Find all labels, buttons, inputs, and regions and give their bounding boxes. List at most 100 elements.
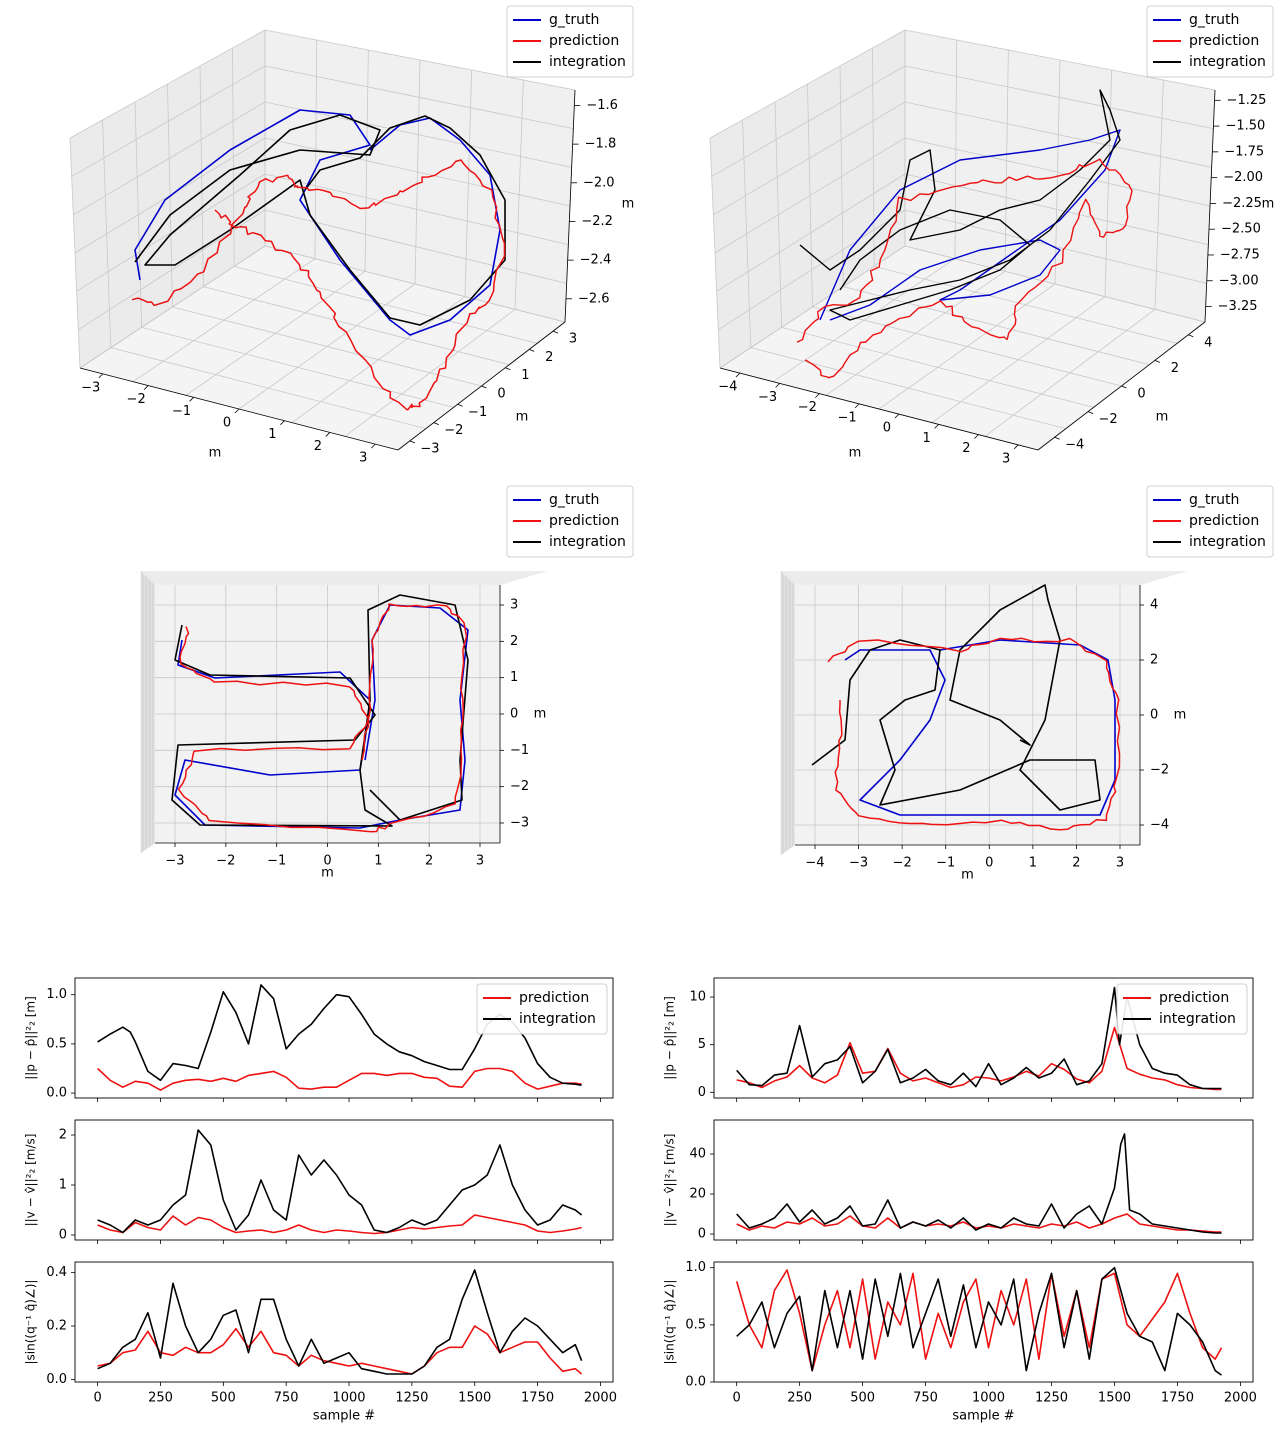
ax3d-left-legend-label-prediction: prediction <box>549 33 619 49</box>
ax3d-right-xtick <box>735 372 741 378</box>
ax3d-left-ytick-label: 0 <box>497 387 505 402</box>
pos-left-ytick-label: 0.0 <box>46 1086 67 1101</box>
ax3d-right-xtick-label: −1 <box>838 410 857 425</box>
vel-left-series-integration <box>97 1129 583 1234</box>
ax3d-left-xtick <box>234 408 240 414</box>
axtop-right-pane-top <box>781 571 1188 585</box>
rot-left-xtick-label: 1000 <box>332 1391 365 1406</box>
rot-right-xtick-label: 1250 <box>1035 1391 1068 1406</box>
ax3d-left-xtick <box>325 432 331 437</box>
ax3d-right-zlabel: m <box>1262 197 1275 212</box>
ax3d-right-xtick <box>894 413 900 419</box>
axtop-right-ytick-label: 2 <box>1150 653 1158 668</box>
vel-right-frame <box>713 1119 1254 1241</box>
traj-prediction <box>177 603 468 833</box>
pos-right-ytick-label: 10 <box>689 990 706 1005</box>
pos-left-series-prediction <box>97 1067 582 1091</box>
axtop-left-ytick-label: 3 <box>510 598 518 613</box>
traj-integration <box>134 114 506 326</box>
ax3d-left-ylabel: m <box>516 410 529 425</box>
rot-right-ylabel: |sin((q⁻¹ q̂)∠)| <box>663 1280 677 1365</box>
ax3d-left-xtick-label: 1 <box>268 427 276 442</box>
rot-left-series-prediction <box>97 1325 583 1375</box>
ax3d-left-xlabel: m <box>209 446 222 461</box>
rot-right-ytick-label: 0.5 <box>685 1317 706 1332</box>
ax3d-right-ytick <box>1154 360 1161 363</box>
axtop-left-xtick-label: −1 <box>267 854 286 869</box>
ax3d-left-grid <box>264 245 566 323</box>
ax3d-right-xlabel: m <box>849 446 862 461</box>
ax3d-left-zaxis-line <box>564 89 576 323</box>
axtop-left-legend-label-integration: integration <box>549 534 626 550</box>
ax3d-left-ytick <box>409 440 416 444</box>
rot-right-xtick-label: 750 <box>913 1391 938 1406</box>
axtop-right-legend-label-integration: integration <box>1189 534 1266 550</box>
ax3d-left-xtick-label: −1 <box>172 404 191 419</box>
axtop-right-xtick-label: −2 <box>893 856 912 871</box>
pos-left-ylabel: ||p − p̂||²₂ [m] <box>24 996 38 1080</box>
ax3d-right-grid <box>874 265 1178 344</box>
ax3d-right-ytick <box>1087 411 1094 414</box>
rot-left-xtick-label: 1500 <box>458 1391 491 1406</box>
axtop-left-xtick-label: −3 <box>165 854 184 869</box>
ax3d-left-zlabel: m <box>622 197 635 212</box>
axtop-right-xtick-label: 2 <box>1072 856 1080 871</box>
ax3d-left-xtick-label: −2 <box>127 392 146 407</box>
ax3d-right-xaxis-line <box>719 367 1039 451</box>
ax3d-left-ytick <box>457 403 463 407</box>
ax3d-right-ztick-label: −3.25 <box>1218 299 1258 314</box>
vel-right-series-integration <box>736 1133 1222 1234</box>
ax3d-left-legend-label-g_truth: g_truth <box>549 12 599 28</box>
pos-right-series-prediction <box>736 1026 1222 1091</box>
rot-left-xtick-label: 2000 <box>584 1391 617 1406</box>
ax3d-right-legend-label-g_truth: g_truth <box>1189 12 1239 28</box>
pos-right-ytick-label: 5 <box>698 1037 706 1052</box>
axtop-left-ylabel: m <box>534 707 547 722</box>
axtop-left-ytick-label: 0 <box>510 707 518 722</box>
ax3d-right-ztick-label: −1.50 <box>1225 119 1265 134</box>
ax3d-right-xtick <box>974 434 979 439</box>
ax3d-left-xtick <box>98 373 103 379</box>
axtop-left-xtick-label: 0 <box>323 854 331 869</box>
ax3d-left-ytick-label: −1 <box>468 405 487 420</box>
ax3d-right-xtick <box>1013 444 1019 450</box>
vel-right-ylabel: ||v − v̂||²₂ [m/s] <box>663 1134 677 1227</box>
ax3d-right-zaxis-line <box>1204 89 1216 323</box>
rot-left-xtick-label: 1250 <box>395 1391 428 1406</box>
ax3d-right-xtick-label: 2 <box>962 441 970 456</box>
ax3d-right-legend-box <box>1146 5 1274 78</box>
axtop-right-xtick-label: 0 <box>985 856 993 871</box>
axtop-right-legend-label-g_truth: g_truth <box>1189 492 1239 508</box>
ax3d-left-ytick-label: −3 <box>420 441 439 456</box>
ax3d-right-ytick-label: 4 <box>1204 335 1212 350</box>
ax3d-right-ytick-label: −2 <box>1099 412 1118 427</box>
vel-left-ylabel: ||v − v̂||²₂ [m/s] <box>24 1134 38 1227</box>
ax3d-left-ytick <box>552 330 559 334</box>
ax3d-right-grid <box>718 209 906 331</box>
ax3d-right-ztick-label: −2.25 <box>1222 196 1262 211</box>
rot-left-ylabel: |sin((q⁻¹ q̂)∠)| <box>24 1280 38 1365</box>
ax3d-left-xtick-label: 0 <box>223 416 231 431</box>
axtop-left-ytick-label: 2 <box>510 634 518 649</box>
axtop-right-xtick-label: 3 <box>1116 856 1124 871</box>
rot-left-xtick-label: 1750 <box>521 1391 554 1406</box>
ax3d-right-ztick-label: −1.75 <box>1224 144 1264 159</box>
ax3d-right-xtick-label: 3 <box>1002 451 1010 466</box>
ax3d-right-xtick <box>934 424 939 429</box>
pos-left-legend-label-prediction: prediction <box>519 990 589 1006</box>
ax3d-right-legend-label-prediction: prediction <box>1189 33 1259 49</box>
ax3d-right-ztick-label: −1.25 <box>1227 93 1267 108</box>
ax3d-left-ytick <box>481 385 487 389</box>
ax3d-right-xtick-label: 0 <box>883 421 891 436</box>
ax3d-left-ytick <box>433 422 439 425</box>
axtop-right-ytick-label: 0 <box>1150 708 1158 723</box>
ax3d-right-ztick-label: −2.75 <box>1220 247 1260 262</box>
ax3d-left-ytick <box>505 367 511 371</box>
rot-right-xtick-label: 1750 <box>1161 1391 1194 1406</box>
axtop-right-ylabel: m <box>1174 708 1187 723</box>
pos-right-legend-label-prediction: prediction <box>1159 990 1229 1006</box>
ax3d-left-ztick-label: −2.0 <box>583 175 615 190</box>
pos-right-legend-box <box>1116 983 1248 1035</box>
pos-left-ytick-label: 1.0 <box>46 987 67 1002</box>
